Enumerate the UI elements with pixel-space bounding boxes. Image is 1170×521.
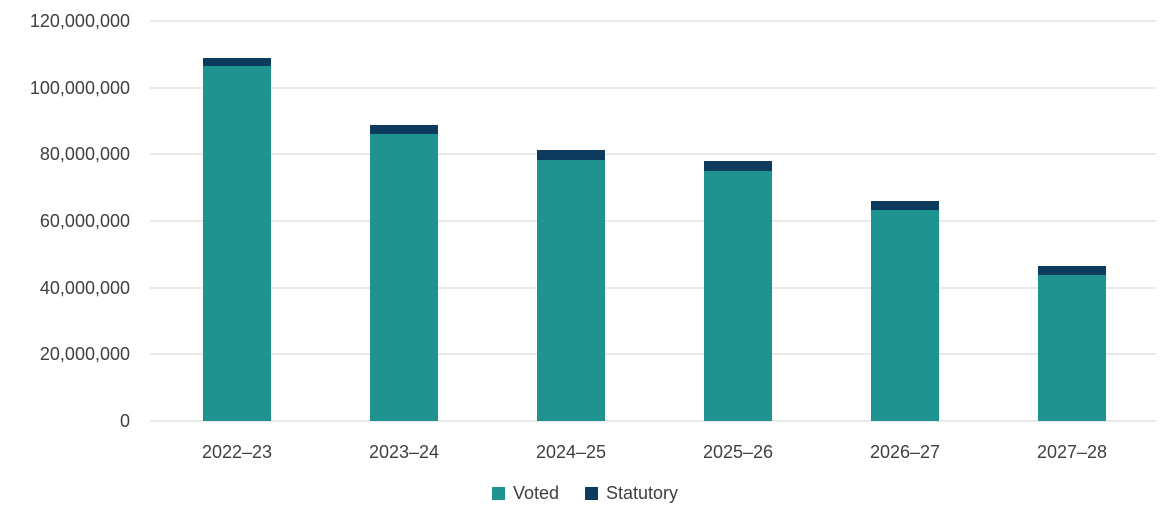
y-axis-tick-label: 0 xyxy=(119,411,130,431)
bar-segment-statutory xyxy=(704,161,772,172)
bar-segment-statutory xyxy=(370,125,438,135)
bar-segment-voted xyxy=(537,160,605,421)
bar-segment-voted xyxy=(203,65,271,421)
x-axis-tick-label: 2022–23 xyxy=(201,442,273,462)
y-axis-tick-label: 60,000,000 xyxy=(39,211,130,231)
gridline xyxy=(150,153,1156,156)
x-axis-tick-label: 2024–25 xyxy=(535,442,607,462)
bar-segment-statutory xyxy=(537,150,605,161)
gridline xyxy=(150,220,1156,222)
bar-segment-statutory xyxy=(203,58,271,66)
statutory-swatch-icon xyxy=(585,486,598,500)
x-axis-tick-label: 2023–24 xyxy=(368,442,440,462)
bar-segment-voted xyxy=(871,210,939,421)
bar-2026-27 xyxy=(871,200,939,421)
gridline xyxy=(150,286,1156,289)
bar-2023-24 xyxy=(370,125,438,421)
bar-2024-25 xyxy=(537,150,605,421)
bar-segment-statutory xyxy=(871,200,939,211)
bar-segment-voted xyxy=(1038,275,1106,421)
x-axis-tick-label: 2027–28 xyxy=(1036,442,1108,462)
gridline xyxy=(150,420,1156,422)
bar-2022-23 xyxy=(203,58,271,421)
y-axis-tick-label: 20,000,000 xyxy=(39,344,130,365)
bar-2025-26 xyxy=(704,161,772,421)
legend: Voted Statutory xyxy=(0,482,1170,504)
legend-label-statutory: Statutory xyxy=(606,483,679,503)
bar-segment-statutory xyxy=(1038,266,1106,276)
x-axis-tick-label: 2025–26 xyxy=(702,442,774,462)
x-axis-tick-label: 2026–27 xyxy=(869,442,941,462)
bar-segment-voted xyxy=(704,171,772,421)
gridline xyxy=(150,20,1156,22)
y-axis-tick-label: 80,000,000 xyxy=(39,144,130,165)
y-axis-tick-label: 100,000,000 xyxy=(29,77,130,98)
legend-item-voted: Voted xyxy=(491,482,559,504)
legend-label-voted: Voted xyxy=(512,483,559,503)
gridline xyxy=(150,86,1156,89)
bar-2027-28 xyxy=(1038,266,1106,421)
y-axis-tick-label: 120,000,000 xyxy=(29,11,130,31)
bar-segment-voted xyxy=(370,134,438,421)
legend-item-statutory: Statutory xyxy=(585,482,678,504)
voted-swatch-icon xyxy=(491,486,505,500)
gridline xyxy=(150,353,1156,356)
y-axis-tick-label: 40,000,000 xyxy=(39,277,130,298)
